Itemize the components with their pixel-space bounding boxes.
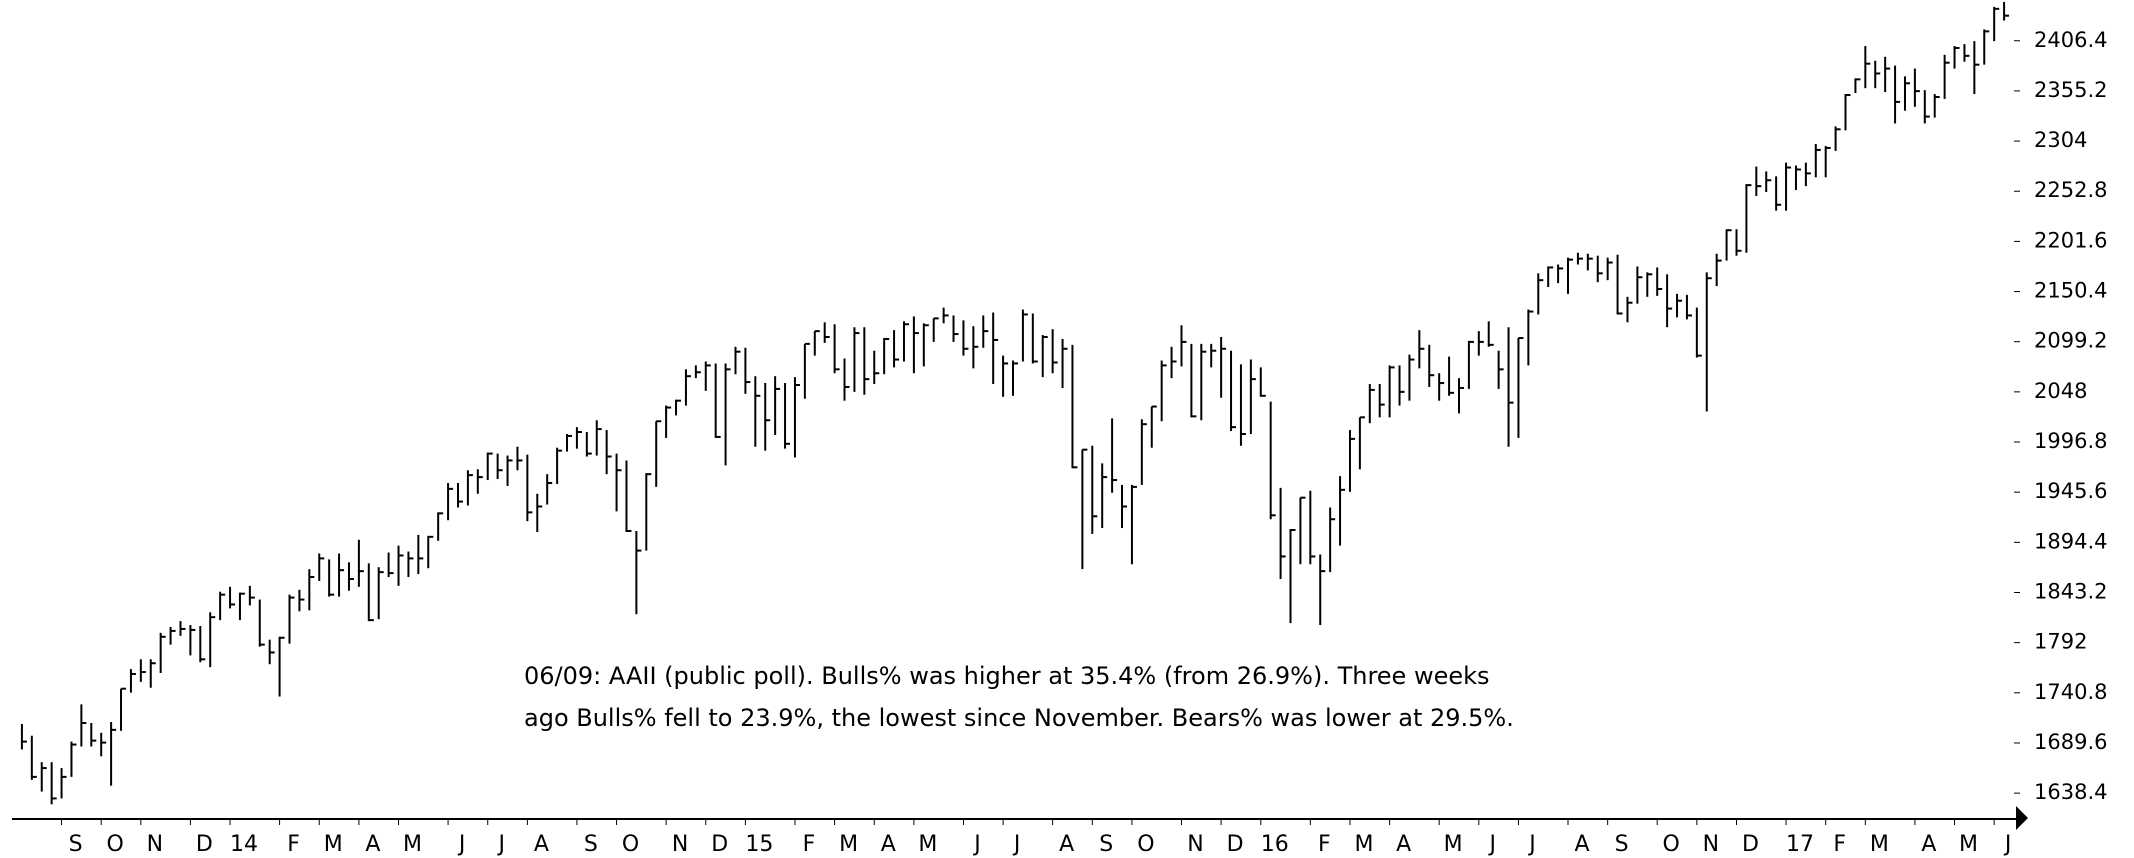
x-tick-label: N — [672, 832, 688, 857]
annotation: 06/09: AAII (public poll). Bulls% was hi… — [524, 662, 1490, 690]
x-tick-label: D — [196, 832, 213, 857]
x-tick-label: J — [1012, 832, 1021, 857]
x-tick-label: D — [1227, 832, 1244, 857]
x-tick-label: D — [711, 832, 728, 857]
x-tick-label: 15 — [745, 832, 773, 857]
x-tick-label: M — [1354, 832, 1373, 857]
x-tick-label: J — [496, 832, 505, 857]
x-tick-label: M — [839, 832, 858, 857]
x-tick-label: M — [1444, 832, 1463, 857]
y-tick-label: 2252.8 — [2034, 178, 2107, 202]
annotation: ago Bulls% fell to 23.9%, the lowest sin… — [524, 704, 1514, 732]
y-tick-label: 2304 — [2034, 128, 2087, 152]
x-tick-label: F — [1318, 832, 1331, 857]
y-tick-label: 2201.6 — [2034, 228, 2107, 252]
y-tick-label: 2150.4 — [2034, 279, 2107, 303]
x-tick-label: O — [1137, 832, 1154, 857]
x-tick-label: O — [107, 832, 124, 857]
x-tick-label: 16 — [1261, 832, 1289, 857]
x-tick-label: J — [2003, 832, 2012, 857]
x-tick-label: A — [1059, 832, 1074, 857]
y-tick-label: 1843.2 — [2034, 580, 2107, 604]
x-tick-label: N — [1703, 832, 1719, 857]
y-tick-label: 1638.4 — [2034, 780, 2107, 804]
x-tick-label: A — [365, 832, 380, 857]
y-tick-label: 1894.4 — [2034, 529, 2107, 553]
x-tick-label: D — [1742, 832, 1759, 857]
x-tick-label: A — [1396, 832, 1411, 857]
x-tick-label: N — [1187, 832, 1203, 857]
x-tick-label: A — [1921, 832, 1936, 857]
x-tick-label: 17 — [1786, 832, 1814, 857]
x-tick-label: S — [584, 832, 598, 857]
x-tick-label: S — [1615, 832, 1629, 857]
y-tick-label: 1689.6 — [2034, 730, 2107, 754]
x-tick-label: N — [147, 832, 163, 857]
x-tick-label: J — [1488, 832, 1497, 857]
x-tick-label: S — [1099, 832, 1113, 857]
x-tick-label: 14 — [230, 832, 258, 857]
x-tick-label: O — [622, 832, 639, 857]
x-tick-label: M — [324, 832, 343, 857]
x-tick-label: A — [534, 832, 549, 857]
x-tick-label: J — [1527, 832, 1536, 857]
x-tick-label: J — [972, 832, 981, 857]
x-tick-label: A — [1574, 832, 1589, 857]
x-tick-label: M — [403, 832, 422, 857]
x-tick-label: M — [1870, 832, 1889, 857]
y-tick-label: 1792 — [2034, 630, 2087, 654]
x-tick-label: M — [1959, 832, 1978, 857]
x-tick-label: J — [457, 832, 466, 857]
y-tick-label: 2355.2 — [2034, 78, 2107, 102]
y-tick-label: 1996.8 — [2034, 429, 2107, 453]
y-tick-label: 1945.6 — [2034, 479, 2107, 503]
y-tick-label: 1740.8 — [2034, 680, 2107, 704]
x-tick-label: A — [881, 832, 896, 857]
x-tick-label: M — [918, 832, 937, 857]
y-tick-label: 2406.4 — [2034, 28, 2107, 52]
x-tick-label: F — [1833, 832, 1846, 857]
y-tick-label: 2048 — [2034, 379, 2087, 403]
x-tick-label: F — [803, 832, 816, 857]
x-tick-label: S — [69, 832, 83, 857]
y-tick-label: 2099.2 — [2034, 329, 2107, 353]
x-tick-label: F — [287, 832, 300, 857]
x-tick-label: O — [1663, 832, 1680, 857]
axis-end-marker — [2016, 806, 2028, 830]
